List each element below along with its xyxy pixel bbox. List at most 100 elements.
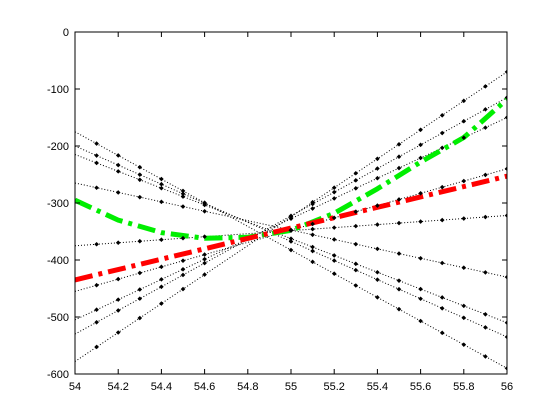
data-point-marker (483, 84, 488, 89)
data-point-marker (202, 208, 207, 214)
data-point-marker (353, 267, 359, 273)
data-point-marker (331, 225, 337, 230)
y-tick-label: -600 (47, 369, 69, 381)
data-point-marker (375, 295, 380, 300)
data-point-marker (180, 204, 186, 209)
x-tick-label: 55.2 (323, 381, 344, 393)
data-point-marker (202, 234, 207, 239)
dotted-series-line (75, 145, 507, 338)
data-point-marker (418, 255, 423, 261)
data-point-marker (115, 297, 121, 302)
data-point-marker (418, 318, 423, 324)
data-point-marker (353, 241, 359, 247)
data-point-marker (115, 190, 121, 195)
data-point-marker (159, 237, 164, 243)
data-point-marker (288, 236, 294, 241)
data-point-marker (310, 226, 315, 232)
data-point-marker (483, 325, 488, 330)
x-tick-label: 55 (285, 381, 297, 393)
data-point-marker (137, 296, 143, 301)
data-point-marker (137, 270, 143, 276)
data-point-marker (439, 217, 445, 223)
data-point-marker (483, 172, 488, 178)
data-point-marker (137, 287, 143, 292)
data-point-marker (504, 334, 507, 340)
tick-labels: 54 54.2 54.4 54.6 54.8 55 55.2 55.4 55.6 55.8 56 0 -… (47, 27, 513, 393)
data-point-marker (310, 248, 315, 254)
data-point-marker (310, 244, 315, 250)
data-point-marker (461, 135, 467, 141)
data-point-marker (483, 311, 488, 317)
x-tick-label: 54.2 (107, 381, 128, 393)
data-point-marker (439, 145, 445, 151)
data-point-marker (159, 181, 164, 187)
data-point-marker (353, 209, 359, 214)
data-point-marker (331, 271, 337, 276)
data-point-marker (396, 278, 402, 283)
data-point-marker (137, 238, 143, 244)
x-tick-label: 55.8 (453, 381, 474, 393)
data-point-marker (159, 277, 164, 282)
data-point-marker (353, 283, 359, 288)
data-point-marker (331, 258, 337, 263)
highlight-series-line (75, 173, 507, 283)
markers-layer (94, 69, 507, 371)
data-point-marker (439, 306, 445, 311)
data-point-marker (375, 156, 380, 162)
data-point-marker (331, 196, 337, 201)
data-point-marker (159, 199, 164, 205)
data-point-marker (115, 153, 121, 158)
x-tick-label: 54.6 (194, 381, 215, 393)
data-point-marker (137, 177, 143, 183)
data-point-marker (504, 115, 507, 120)
data-point-marker (396, 220, 402, 226)
x-tick-label: 54.4 (151, 381, 172, 393)
data-point-marker (159, 176, 164, 182)
data-point-marker (418, 127, 423, 133)
data-point-marker (180, 266, 186, 272)
data-point-marker (288, 247, 294, 253)
data-point-marker (115, 169, 121, 174)
data-point-marker (483, 125, 488, 130)
data-point-marker (504, 366, 507, 371)
y-tick-label: -200 (47, 141, 69, 153)
data-point-marker (439, 113, 445, 118)
data-point-marker (137, 172, 143, 177)
data-point-marker (439, 260, 445, 266)
data-point-marker (504, 320, 507, 325)
data-point-marker (483, 354, 488, 359)
highlight-series-line (75, 97, 507, 241)
data-point-marker (504, 166, 507, 172)
data-point-marker (137, 194, 143, 200)
data-point-marker (331, 215, 337, 221)
y-tick-label: -500 (47, 312, 69, 324)
data-point-marker (396, 306, 402, 312)
data-point-marker (115, 308, 121, 313)
data-point-marker (180, 235, 186, 241)
data-point-marker (159, 264, 164, 270)
data-point-marker (180, 286, 186, 292)
data-point-marker (504, 69, 507, 75)
data-point-marker (115, 240, 121, 246)
data-point-marker (310, 259, 315, 265)
data-point-marker (159, 301, 164, 306)
data-point-marker (461, 118, 467, 124)
data-point-marker (396, 197, 402, 202)
data-point-marker (310, 206, 315, 211)
data-point-marker (180, 194, 186, 199)
data-point-marker (504, 274, 507, 280)
x-tick-label: 56 (501, 381, 513, 393)
data-point-marker (461, 216, 467, 221)
y-tick-label: 0 (63, 27, 69, 39)
data-point-marker (461, 342, 467, 347)
data-point-marker (375, 222, 380, 227)
data-point-marker (483, 214, 488, 220)
data-point-marker (202, 260, 207, 266)
data-point-marker (94, 141, 99, 146)
data-point-marker (94, 319, 99, 325)
data-point-marker (418, 286, 423, 292)
data-point-marker (115, 276, 121, 282)
data-point-marker (310, 199, 315, 205)
